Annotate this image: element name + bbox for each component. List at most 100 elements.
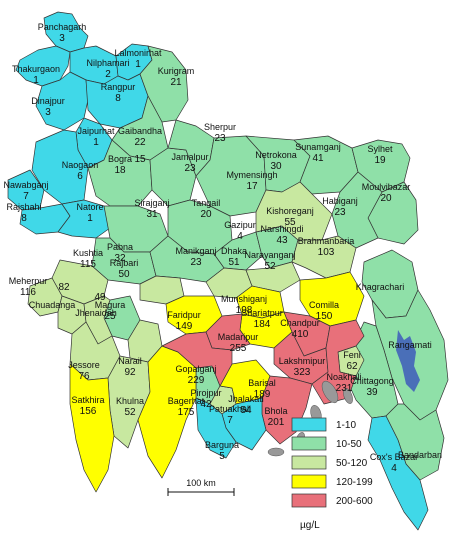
region-bogra <box>87 139 153 207</box>
scale-bar: 100 km <box>167 478 235 496</box>
district-name: Barisal <box>248 378 276 388</box>
district-value: 22 <box>134 137 146 148</box>
district-name: Kushtia <box>73 248 103 258</box>
district-value: 20 <box>380 193 392 204</box>
district-name: Bagerhat <box>168 396 205 406</box>
district-value: 39 <box>366 387 378 398</box>
district-value: 25 <box>104 311 116 322</box>
district-name: Comilla <box>309 300 339 310</box>
district-name: Magura <box>95 300 126 310</box>
district-value: 50 <box>118 269 130 280</box>
legend-label: 120-199 <box>336 477 373 488</box>
district-value: 18 <box>114 165 126 176</box>
district-value: 116 <box>20 287 36 298</box>
district-value: 82 <box>58 282 70 293</box>
district-name: Thakurgaon <box>12 64 60 74</box>
kaptai-lake <box>396 330 420 392</box>
district-value: 150 <box>316 311 333 322</box>
district-name: Natore <box>76 202 103 212</box>
district-name: Khulna <box>116 396 144 406</box>
district-value: 1 <box>93 137 99 148</box>
district-value: 231 <box>336 383 353 394</box>
district-name: Jaipurhat <box>77 126 115 136</box>
district-name: Khagrachari <box>356 282 405 292</box>
district-name: Lakshmipur <box>279 356 326 366</box>
legend-swatch <box>291 417 327 432</box>
district-value: 23 <box>334 207 346 218</box>
district-value: 189 <box>254 389 271 400</box>
district-value: 43 <box>276 235 288 246</box>
district-value: 30 <box>270 161 282 172</box>
district-value: 17 <box>246 181 258 192</box>
district-name: Mymensingh <box>226 170 277 180</box>
region-satkhira <box>69 363 115 493</box>
legend-swatch <box>291 474 327 489</box>
district-value: 7 <box>23 191 29 202</box>
district-value: 229 <box>188 375 205 386</box>
district-name: Barguna <box>205 440 239 450</box>
district-name: Gopalganj <box>175 364 216 374</box>
district-name: Sunamganj <box>295 142 341 152</box>
district-name: Sirajganj <box>134 198 169 208</box>
district-name: Madaripur <box>218 332 259 342</box>
district-value: 7 <box>227 415 233 426</box>
district-name: Jhenaidah <box>75 308 117 318</box>
district-name: Narayanganj <box>244 250 295 260</box>
legend-label: 10-50 <box>336 439 362 450</box>
district-value: 8 <box>21 213 27 224</box>
district-value: 52 <box>124 407 136 418</box>
district-name: Manikganj <box>175 246 216 256</box>
district-name: Kurigram <box>158 66 195 76</box>
district-value: 62 <box>346 361 358 372</box>
district-name: Jhalakati <box>228 394 264 404</box>
district-value: 23 <box>214 133 226 144</box>
district-name: Cox's Bazar <box>370 452 418 462</box>
district-value: 23 <box>184 163 196 174</box>
district-name: Jamalpur <box>171 152 208 162</box>
district-name: Tangail <box>192 198 221 208</box>
district-value: 156 <box>80 406 97 417</box>
district-value: 103 <box>318 247 335 258</box>
district-value: 20 <box>200 209 212 220</box>
legend-label: 200-600 <box>336 496 373 507</box>
district-value: 149 <box>176 321 193 332</box>
legend-label: 1-10 <box>336 420 356 431</box>
district-name: Moulvibazar <box>362 182 411 192</box>
district-name: Pirojpur <box>190 388 221 398</box>
region-barguna <box>195 397 237 459</box>
region-habiganj <box>331 171 383 249</box>
district-value: 3 <box>59 33 65 44</box>
district-value: 51 <box>228 257 240 268</box>
district-value: 31 <box>146 209 158 220</box>
district-name: Chandpur <box>280 318 320 328</box>
region-panchagarh <box>43 11 89 53</box>
legend-label: 50-120 <box>336 458 368 469</box>
region-gopalganj <box>161 331 233 387</box>
district-value: 198 <box>236 305 253 316</box>
district-value: 4 <box>391 463 397 474</box>
district-value: 52 <box>264 261 276 272</box>
region-dinajpur <box>35 71 89 131</box>
district-value: 15 <box>134 154 146 165</box>
district-value: 115 <box>80 259 96 270</box>
district-value: 255 <box>230 343 247 354</box>
district-name: Pabna <box>107 242 133 252</box>
district-name: Narail <box>118 356 142 366</box>
district-value: 23 <box>190 257 202 268</box>
district-name: Noakhali <box>326 372 361 382</box>
district-name: Bhola <box>264 406 287 416</box>
district-value: 76 <box>78 371 90 382</box>
district-value: 6 <box>77 171 83 182</box>
district-name: Rangamati <box>388 340 432 350</box>
region-coxs-bazar <box>367 415 429 531</box>
legend-swatch <box>291 436 327 451</box>
district-name: Habiganj <box>322 196 358 206</box>
district-name: Faridpur <box>167 310 201 320</box>
district-value: 1 <box>87 213 93 224</box>
district-value: 5 <box>219 451 225 462</box>
district-name: Brahmanbaria <box>298 236 355 246</box>
region-kishoreganj <box>255 181 333 241</box>
district-value: 42 <box>200 399 212 410</box>
district-value: 21 <box>170 77 182 88</box>
district-value: 1 <box>135 59 141 70</box>
